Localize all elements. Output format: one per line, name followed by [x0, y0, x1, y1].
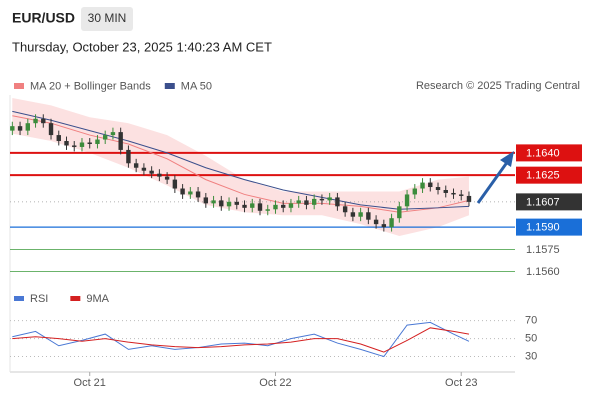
candle-body — [33, 118, 38, 124]
series-line — [12, 327, 470, 353]
level-label: 1.1575 — [526, 244, 560, 256]
candle-body — [95, 139, 100, 144]
candle-body — [435, 187, 441, 190]
symbol: EUR/USD — [12, 10, 75, 26]
candle-body — [319, 198, 325, 201]
candle-body — [10, 126, 15, 131]
forecast-arrowhead — [500, 151, 514, 167]
candle-body — [443, 190, 448, 193]
candle-body — [64, 141, 69, 146]
candle-body — [451, 192, 456, 195]
legend-label: RSI — [30, 293, 48, 305]
y-tick-label: 70 — [525, 315, 537, 327]
candle-body — [342, 206, 348, 213]
x-tick-label: Oct 22 — [259, 377, 291, 389]
candle-body — [304, 200, 309, 205]
candle-body — [389, 218, 394, 228]
level-label-box — [516, 144, 582, 162]
forecast-arrow — [476, 160, 510, 204]
level-label-box — [516, 193, 582, 211]
level-label: 1.1607 — [526, 196, 560, 208]
candle-body — [466, 195, 472, 202]
candle-body — [133, 163, 139, 168]
candle-body — [164, 176, 170, 180]
level-label: 1.1590 — [526, 222, 560, 234]
candle-body — [288, 203, 294, 208]
candle-body — [335, 197, 340, 207]
level-label: 1.1640 — [526, 147, 560, 159]
candle-body — [273, 204, 278, 210]
plot-layer: 1.1640 1.1625 1.1607 1.1590 1.1575 1.1560 MA 2… — [10, 80, 582, 389]
legend-swatch — [70, 296, 81, 301]
candle-body — [172, 179, 178, 189]
level-label-box — [516, 166, 582, 184]
series-line — [12, 321, 470, 358]
candle-body — [56, 135, 61, 142]
candle-body — [265, 209, 270, 211]
candle-body — [87, 142, 92, 144]
candle-body — [79, 142, 85, 147]
legend-swatch — [14, 296, 24, 301]
candle-body — [48, 123, 54, 136]
candle-body — [126, 149, 131, 164]
candle-body — [17, 126, 23, 131]
candle-body — [242, 204, 247, 208]
candle-body — [203, 197, 209, 204]
candle-body — [428, 182, 433, 188]
candle-body — [211, 200, 216, 204]
y-tick-label: 30 — [525, 350, 537, 362]
candle-body — [157, 173, 162, 177]
candle-body — [404, 194, 410, 207]
candle-body — [188, 191, 193, 195]
legend-label: MA 20 + Bollinger Bands — [30, 80, 151, 92]
candle-body — [373, 219, 379, 225]
candle-body — [420, 182, 425, 189]
x-tick-label: Oct 23 — [445, 377, 477, 389]
candle-body — [311, 198, 317, 205]
level-label-box — [516, 218, 582, 236]
x-tick-label: Oct 21 — [74, 377, 106, 389]
candle-body — [381, 224, 387, 228]
candle-body — [250, 203, 255, 208]
timestamp: Thursday, October 23, 2025 1:40:23 AM CE… — [12, 39, 272, 54]
candle-body — [180, 188, 185, 195]
legend-label: 9MA — [86, 293, 109, 305]
y-tick-label: 50 — [525, 332, 537, 344]
legend-swatch — [164, 83, 175, 89]
level-label: 1.1625 — [526, 170, 560, 182]
interval-badge — [81, 7, 133, 31]
candle-body — [366, 212, 371, 220]
candle-body — [110, 132, 116, 136]
candle-body — [219, 200, 224, 207]
candle-body — [296, 200, 301, 204]
candle-body — [72, 145, 77, 147]
candle-body — [226, 201, 232, 207]
candle-body — [412, 188, 417, 195]
candle-body — [281, 204, 286, 208]
candle-body — [195, 191, 201, 198]
legend-label: MA 50 — [181, 80, 212, 92]
candle-body — [25, 123, 31, 131]
candle-body — [459, 194, 464, 196]
interval: 30 MIN — [88, 11, 127, 25]
candle-body — [141, 167, 147, 171]
candle-body — [41, 118, 46, 124]
candle-body — [397, 206, 402, 219]
legend-swatch — [14, 83, 24, 89]
candle-body — [327, 197, 332, 201]
candle-body — [257, 203, 263, 211]
candle-body — [149, 170, 154, 174]
level-label: 1.1560 — [526, 266, 560, 278]
candle-body — [234, 201, 239, 205]
candle-body — [118, 132, 123, 150]
candle-body — [103, 135, 108, 140]
candle-body — [350, 212, 356, 217]
credit: Research © 2025 Trading Central — [416, 80, 580, 92]
candle-body — [358, 212, 363, 217]
